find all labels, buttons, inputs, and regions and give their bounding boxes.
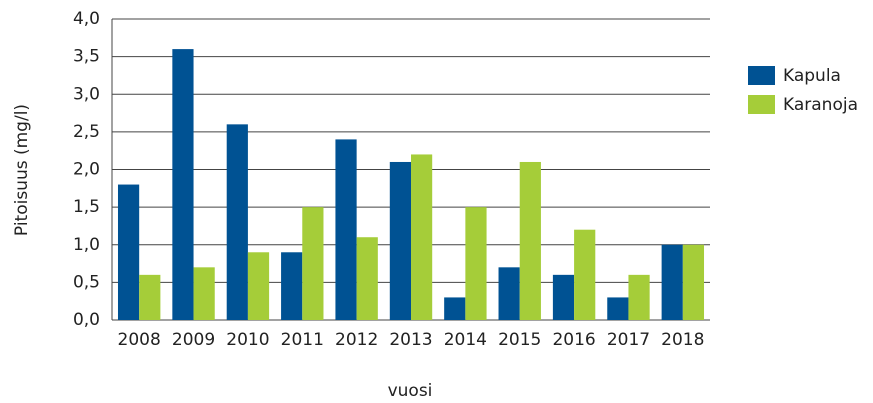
bar (628, 274, 650, 320)
legend-label: Karanoja (783, 95, 858, 115)
bar (172, 49, 194, 320)
bar (444, 297, 466, 320)
y-tick-label: 1,5 (73, 197, 100, 217)
bar (574, 229, 596, 320)
y-tick-label: 1,0 (73, 235, 100, 255)
bar (193, 267, 215, 320)
bar (465, 207, 487, 320)
legend-swatch (748, 66, 775, 85)
bar (226, 124, 248, 320)
x-tick-label: 2012 (335, 330, 378, 350)
y-tick-label: 2,5 (73, 122, 100, 142)
x-axis-label: vuosi (388, 381, 433, 401)
bar (389, 161, 411, 320)
bar (356, 237, 378, 320)
y-axis-label: Pitoisuus (mg/l) (12, 104, 32, 236)
x-tick-label: 2015 (498, 330, 541, 350)
legend-label: Kapula (783, 66, 841, 86)
bar (661, 244, 683, 320)
bar (281, 252, 303, 320)
y-tick-label: 3,5 (73, 47, 100, 67)
bar (302, 207, 324, 320)
x-tick-label: 2013 (389, 330, 432, 350)
x-tick-label: 2011 (281, 330, 324, 350)
y-tick-label: 3,0 (73, 84, 100, 104)
bar (247, 252, 270, 320)
x-tick-label: 2008 (118, 330, 161, 350)
bar (139, 274, 161, 320)
x-tick-label: 2014 (444, 330, 487, 350)
bar (682, 244, 705, 320)
x-tick-label: 2010 (226, 330, 269, 350)
y-tick-label: 4,0 (73, 9, 100, 29)
x-tick-label: 2016 (552, 330, 595, 350)
y-tick-label: 2,0 (73, 160, 100, 180)
x-tick-label: 2018 (661, 330, 704, 350)
legend-swatch (748, 95, 775, 114)
bar (519, 161, 541, 320)
bar (411, 154, 433, 320)
bar (607, 297, 629, 320)
bar (335, 139, 357, 320)
y-tick-label: 0,5 (73, 272, 100, 292)
bar (117, 184, 140, 320)
x-tick-label: 2017 (607, 330, 650, 350)
x-tick-label: 2009 (172, 330, 215, 350)
bar (498, 267, 520, 320)
bar (552, 274, 575, 320)
y-tick-label: 0,0 (73, 310, 100, 330)
